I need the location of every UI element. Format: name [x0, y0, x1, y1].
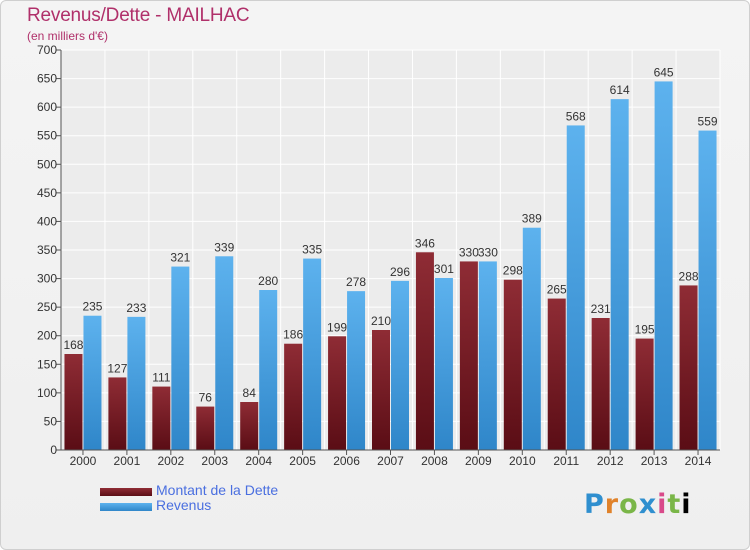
legend-swatch-debt: [100, 488, 152, 496]
data-label-revenus: 233: [126, 301, 146, 315]
data-label-debt: 210: [371, 314, 391, 328]
x-tick-label: 2004: [245, 454, 272, 468]
bar-revenus: [259, 290, 278, 450]
data-label-debt: 231: [591, 302, 611, 316]
bar-revenus: [698, 130, 717, 451]
data-label-revenus: 645: [654, 65, 674, 79]
bar-revenus: [127, 316, 146, 450]
data-label-debt: 346: [415, 236, 435, 250]
bar-debt: [196, 406, 215, 450]
x-tick-label: 2014: [685, 454, 712, 468]
bar-debt: [240, 402, 259, 450]
bar-revenus: [522, 227, 541, 450]
bar-debt: [415, 252, 434, 450]
y-tick-label: 150: [37, 357, 57, 371]
y-tick-label: 600: [37, 100, 57, 114]
y-tick-label: 400: [37, 214, 57, 228]
legend-label-debt: Montant de la Dette: [156, 482, 279, 498]
data-label-revenus: 235: [82, 300, 102, 314]
bar-revenus: [610, 99, 629, 451]
y-tick-label: 500: [37, 157, 57, 171]
bar-debt: [459, 261, 478, 450]
data-label-debt: 265: [547, 283, 567, 297]
x-tick-label: 2001: [114, 454, 141, 468]
x-tick-label: 2006: [333, 454, 360, 468]
y-tick-label: 350: [37, 243, 57, 257]
bar-revenus: [566, 125, 585, 450]
y-tick-label: 300: [37, 272, 57, 286]
x-tick-label: 2005: [289, 454, 316, 468]
data-label-debt: 168: [63, 338, 83, 352]
x-tick-label: 2002: [157, 454, 184, 468]
x-tick-label: 2007: [377, 454, 404, 468]
data-label-debt: 127: [107, 361, 127, 375]
data-label-debt: 195: [635, 323, 655, 337]
x-tick-label: 2011: [553, 454, 579, 468]
bar-debt: [64, 354, 83, 450]
legend-swatch-revenus: [100, 503, 152, 511]
x-tick-label: 2013: [641, 454, 668, 468]
bar-debt: [679, 285, 698, 450]
data-label-revenus: 559: [698, 115, 718, 129]
data-label-revenus: 301: [434, 262, 454, 276]
data-label-debt: 76: [199, 391, 213, 405]
y-tick-label: 700: [37, 43, 57, 57]
y-tick-label: 450: [37, 186, 57, 200]
bar-revenus: [303, 258, 322, 450]
bar-revenus: [434, 278, 453, 450]
data-label-revenus: 568: [566, 109, 586, 123]
x-tick-label: 2012: [597, 454, 624, 468]
bar-debt: [284, 343, 303, 450]
data-label-debt: 298: [503, 264, 523, 278]
data-label-revenus: 335: [302, 243, 322, 257]
bar-debt: [372, 330, 390, 450]
bar-debt: [152, 386, 171, 450]
bar-revenus: [654, 81, 673, 450]
bar-debt: [108, 377, 127, 450]
bar-revenus: [171, 266, 190, 450]
y-tick-label: 250: [37, 300, 57, 314]
data-label-revenus: 389: [522, 212, 542, 226]
y-tick-label: 200: [37, 329, 57, 343]
x-tick-label: 2008: [421, 454, 448, 468]
bar-debt: [328, 336, 347, 450]
data-label-debt: 199: [327, 320, 347, 334]
bar-revenus: [391, 280, 409, 450]
bar-revenus: [215, 256, 234, 450]
chart-title: Revenus/Dette - MAILHAC: [27, 5, 250, 26]
y-tick-label: 0: [50, 443, 57, 457]
legend-label-revenus: Revenus: [156, 497, 212, 513]
data-label-debt: 186: [283, 328, 303, 342]
data-label-revenus: 280: [258, 274, 278, 288]
y-tick-label: 50: [44, 414, 58, 428]
proxiti-logo: Proxiti: [584, 489, 692, 520]
data-label-debt: 84: [243, 386, 257, 400]
bar-revenus: [478, 261, 497, 450]
data-label-revenus: 339: [214, 240, 234, 254]
bar-debt: [503, 279, 522, 450]
bar-debt: [591, 318, 610, 450]
bar-revenus: [347, 291, 366, 450]
x-tick-label: 2009: [465, 454, 492, 468]
x-tick-label: 2003: [201, 454, 228, 468]
data-label-debt: 111: [152, 371, 171, 385]
data-label-revenus: 278: [346, 275, 366, 289]
data-label-revenus: 321: [170, 251, 190, 265]
data-label-revenus: 614: [610, 83, 630, 97]
data-label-debt: 288: [679, 269, 699, 283]
x-tick-label: 2010: [509, 454, 536, 468]
y-tick-label: 550: [37, 129, 57, 143]
bar-debt: [547, 298, 566, 450]
bar-revenus: [83, 315, 102, 450]
chart-subtitle: (en milliers d'€): [27, 29, 108, 43]
data-label-debt: 330: [459, 245, 479, 259]
y-tick-label: 650: [37, 72, 57, 86]
bar-debt: [635, 338, 654, 450]
y-tick-label: 100: [37, 386, 57, 400]
x-tick-label: 2000: [70, 454, 97, 468]
data-label-revenus: 296: [390, 265, 410, 279]
data-label-revenus: 330: [478, 245, 498, 259]
